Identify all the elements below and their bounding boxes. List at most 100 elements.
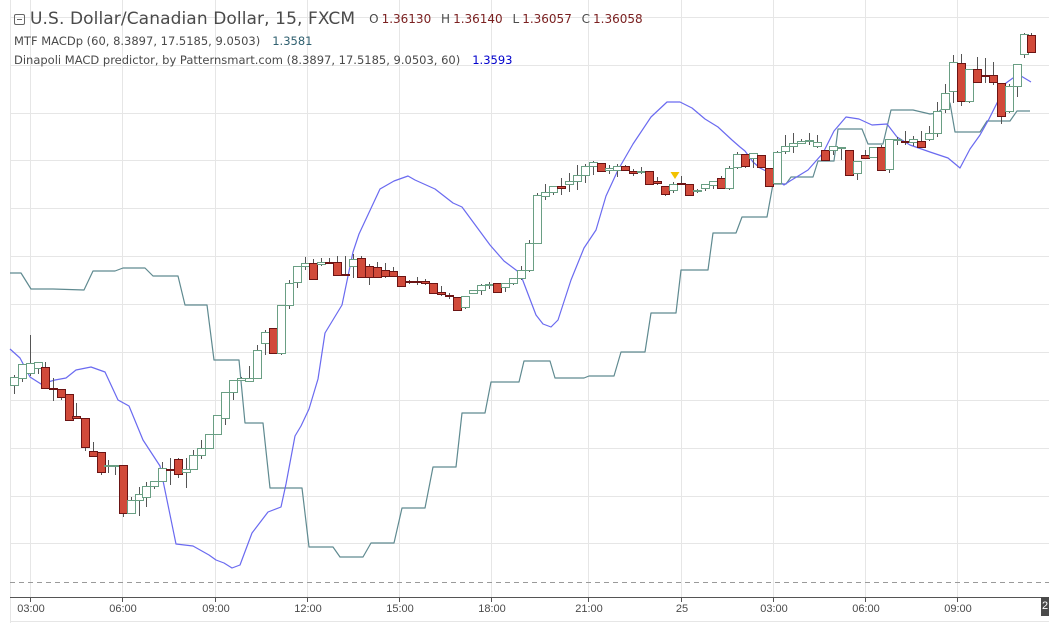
time-axis-label: 09:00 [944,603,972,615]
candle-up [853,161,862,180]
candle-up [909,136,918,146]
candle-up [285,280,294,309]
candle-down [429,283,438,294]
candle-up [189,450,198,470]
candle-down [97,452,106,475]
time-axis-label: 03:00 [760,603,788,615]
candle-up [221,392,230,425]
candle-up [589,161,598,175]
time-axis-label: 09:00 [202,603,230,615]
candle-down [661,186,670,196]
study-value: 1.3581 [272,34,313,48]
time-axis-badge: 2 [1041,597,1049,616]
candle-up [213,415,222,435]
candle-down [621,165,630,171]
candle-up [933,102,942,137]
study-name: Dinapoli MACD predictor, by Patternsmart… [14,53,461,67]
ohlc-values: O 1.36130 H 1.36140 L 1.36057 C 1.36058 [369,12,649,26]
candle-down [437,286,446,296]
time-axis-label: 18:00 [478,603,506,615]
candle-up [581,164,590,183]
candle-down [957,54,966,106]
study-legend-mtf-macdp[interactable]: MTF MACDp (60, 8.3897, 17.5185, 9.0503) … [14,34,312,48]
candle-down [877,145,886,171]
study-legend-dinapoli[interactable]: Dinapoli MACD predictor, by Patternsmart… [14,53,512,67]
candle-up [893,137,902,145]
open-label: O [369,12,379,26]
candle-up [709,181,718,189]
candle-up [789,133,798,153]
candle-up [805,133,814,145]
candle-up [349,254,358,278]
candle-up [277,305,286,355]
candle-down [365,264,374,285]
candle-up [525,240,534,272]
time-axis[interactable] [10,597,1049,622]
candle-down [741,154,750,168]
chart-pane[interactable] [10,0,1049,623]
candle-up [182,458,191,488]
candle-up [237,377,246,381]
candle-up [517,266,526,280]
candle-up [797,139,806,144]
candle-up [127,497,136,514]
candle-down [453,297,462,311]
chart-grid [10,0,1049,597]
candle-down [1027,33,1036,53]
close-label: C [581,12,591,26]
candle-up [111,465,120,475]
candle-down [989,62,998,85]
candle-down [81,418,90,451]
candle-down [717,176,726,189]
candle-down [629,169,638,176]
candle-up [509,278,518,285]
candle-down [845,150,854,176]
candle-up [253,345,262,379]
indicator-lines [9,75,1032,569]
candle-down [119,465,128,517]
candle-down [389,267,398,277]
candle-up [965,69,974,103]
low-value: 1.36057 [522,12,572,26]
candle-up [197,440,206,459]
candle-down [413,277,422,285]
candle-up [869,147,878,158]
collapse-legend-icon[interactable] [14,14,25,25]
close-value: 1.36058 [593,12,643,26]
candle-up [941,84,950,113]
candle-down [861,150,870,159]
candle-up [781,135,790,154]
time-axis-label: 03:00 [17,603,45,615]
candle-down [357,256,366,278]
time-axis-label: 06:00 [109,603,137,615]
time-axis-label: 25 [675,603,689,615]
candle-down [325,258,334,264]
candle-down [373,262,382,278]
candle-down [917,131,926,148]
candle-up [773,151,782,184]
candle-down [309,259,318,280]
candle-up [26,335,35,376]
study-name: MTF MACDp (60, 8.3897, 17.5185, 9.0503) [14,34,261,48]
candle-up [150,481,159,489]
candle-up [733,152,742,169]
candle-down [174,458,183,478]
candle-up [949,55,958,103]
candle-down [557,178,566,195]
candle-up [693,189,702,193]
candle-up [301,257,310,270]
dinapoli-predictor-line [9,75,1032,569]
candle-up [142,482,151,507]
candle-up [229,380,238,400]
time-axis-label: 15:00 [386,603,414,615]
candle-up [885,139,894,173]
candle-up [261,330,270,355]
candle-up [565,173,574,192]
candle-down [381,263,390,278]
candle-down [405,280,414,284]
candle-up [829,146,838,155]
candle-down [72,403,81,419]
mtf-macdp-line [10,102,1030,558]
candle-down [597,163,606,172]
